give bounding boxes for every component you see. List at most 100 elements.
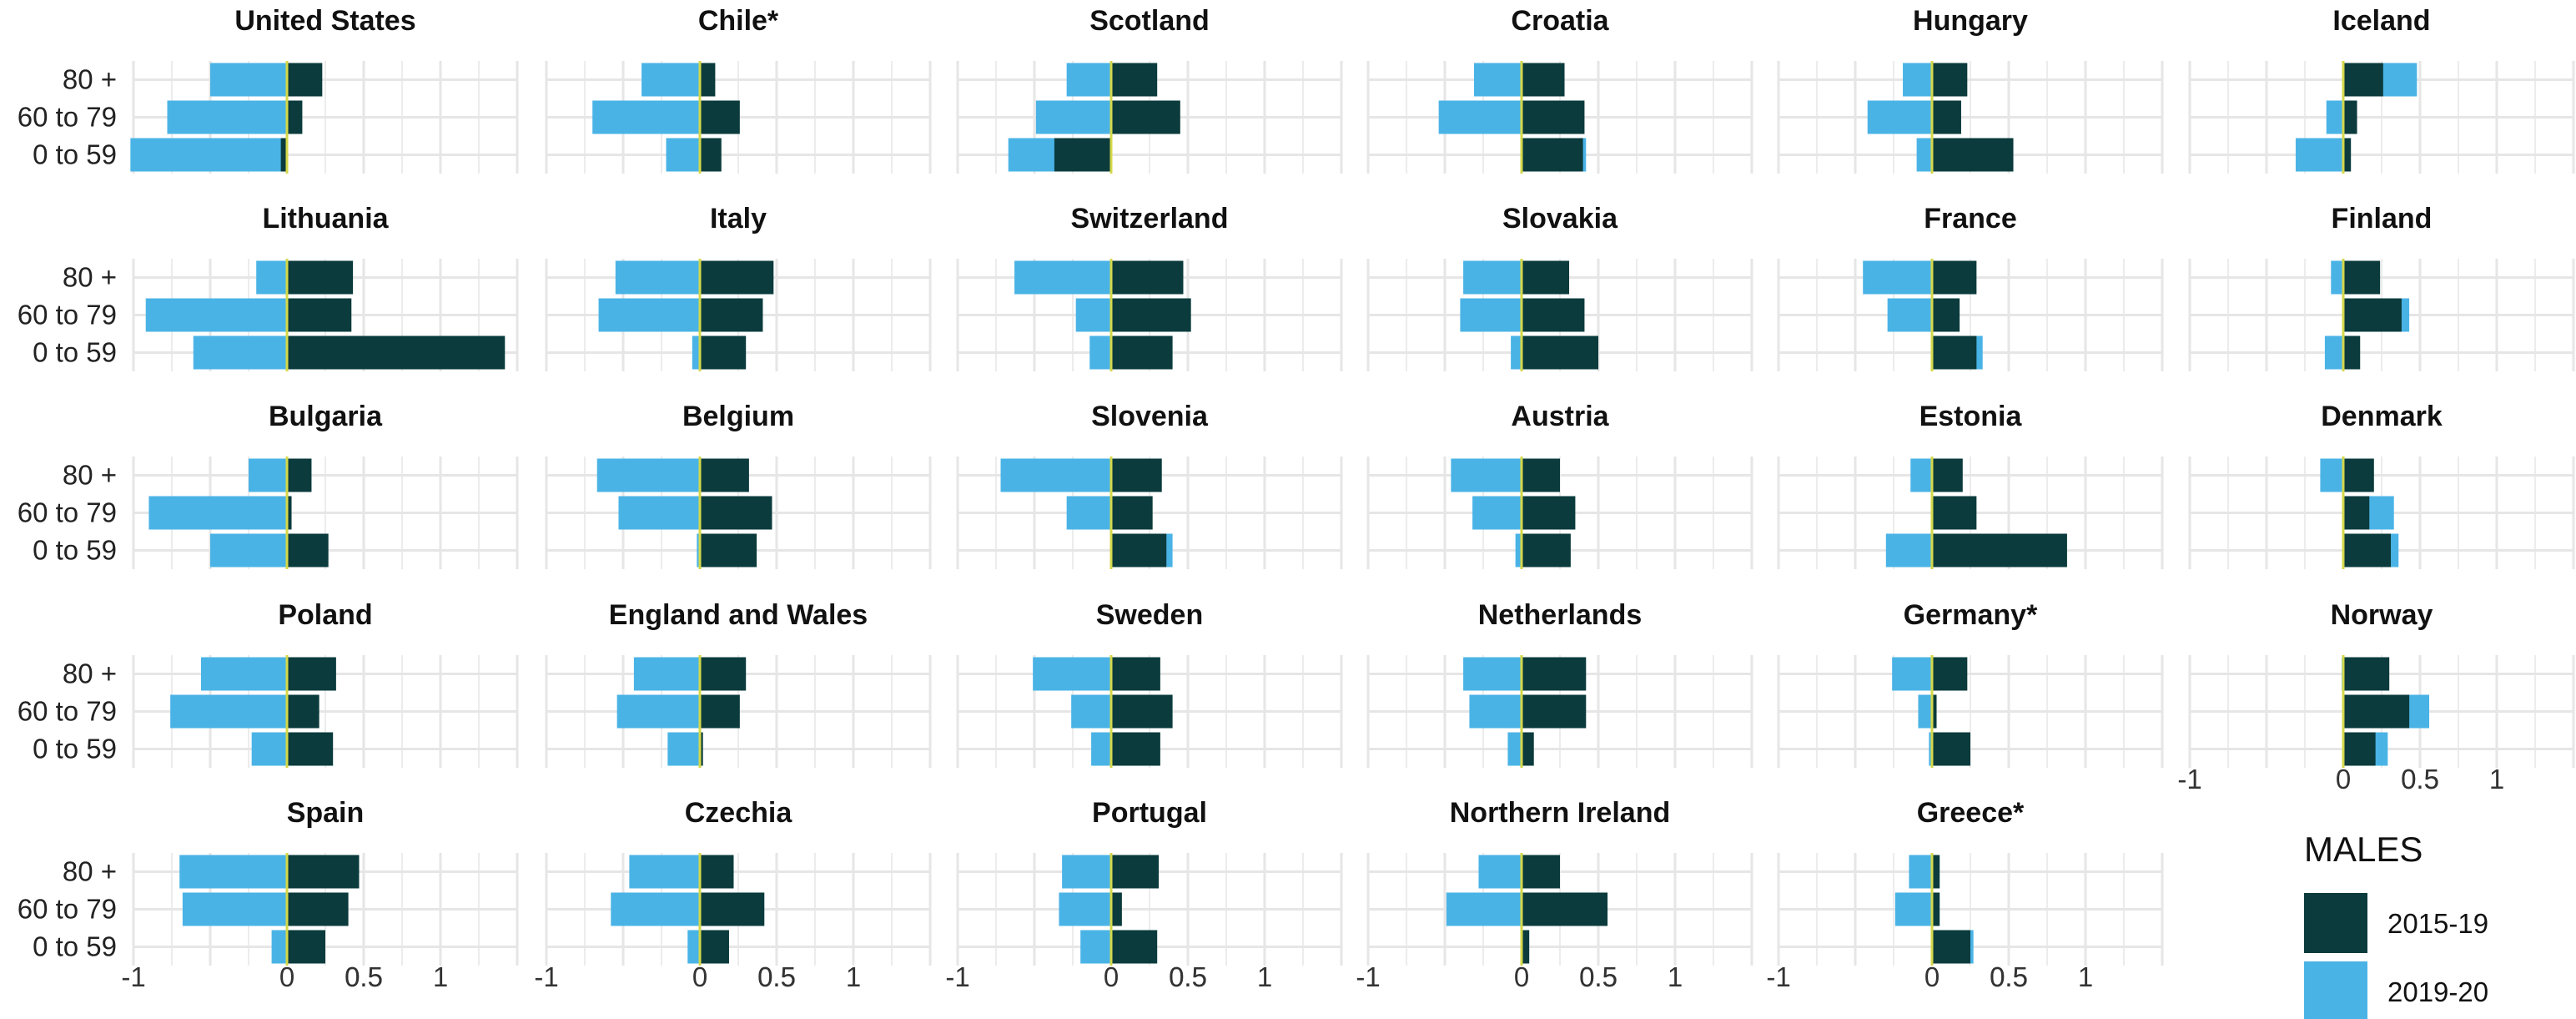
bar-2019-20 [1511, 335, 1522, 370]
bar-2015-19 [700, 458, 749, 492]
bar-2019-20 [1909, 855, 1932, 889]
bar-2015-19 [1932, 496, 1977, 530]
x-tick-label: 1 [1668, 961, 1683, 992]
y-tick-label: 60 to 79 [18, 300, 117, 330]
bar-2015-19 [1932, 855, 1940, 889]
bar-2015-19 [2343, 63, 2383, 97]
y-tick-label: 80 + [63, 262, 117, 293]
bar-2015-19 [2343, 458, 2374, 492]
panel-title: Hungary [1913, 5, 2028, 37]
bar-2015-19 [1932, 335, 1977, 370]
bar-2019-20 [1066, 63, 1111, 97]
bar-2019-20 [1075, 298, 1111, 332]
bar-2015-19 [287, 694, 319, 729]
bar-2019-20 [1033, 657, 1111, 691]
bar-2019-20 [1478, 855, 1522, 889]
panel-title: United States [234, 5, 415, 37]
bar-2019-20 [2324, 335, 2343, 370]
y-tick-label: 80 + [63, 658, 117, 689]
bar-2015-19 [700, 63, 716, 97]
bar-2015-19 [1932, 260, 1977, 295]
bar-2019-20 [1446, 892, 1522, 926]
bar-2015-19 [2343, 657, 2390, 691]
panel-finland: Finland [2188, 203, 2575, 371]
y-tick-label: 60 to 79 [18, 894, 117, 925]
bar-2019-20 [167, 100, 287, 134]
bar-2015-19 [700, 138, 722, 172]
panel-northern-ireland: Northern Ireland-1 0.50 0.5 1 [1356, 797, 1753, 992]
x-tick-label: 0 [692, 961, 707, 992]
bar-2015-19 [1522, 63, 1565, 97]
bar-2015-19 [700, 335, 747, 370]
bar-2019-20 [210, 533, 287, 568]
panel-title: Austria [1511, 401, 1609, 432]
bar-2015-19 [700, 892, 765, 926]
bar-2019-20 [1014, 260, 1111, 295]
x-tick-label: 0.5 [345, 961, 383, 992]
y-tick-label: 0 to 59 [33, 931, 117, 962]
bar-2015-19 [1522, 694, 1587, 729]
bar-2015-19 [1054, 138, 1111, 172]
panel-title: Czechia [685, 797, 793, 829]
bar-2019-20 [629, 855, 700, 889]
panel-germany: Germany* [1777, 599, 2164, 768]
bar-2015-19 [2343, 100, 2357, 134]
bar-2019-20 [1918, 694, 1932, 729]
bar-2015-19 [1111, 930, 1158, 964]
panel-netherlands: Netherlands [1366, 599, 1753, 768]
bar-2015-19 [700, 298, 763, 332]
x-tick-label: -1 [121, 961, 145, 992]
bar-2015-19 [2343, 298, 2402, 332]
bar-2019-20 [1451, 458, 1522, 492]
x-tick-label: -1 [534, 961, 558, 992]
bar-2015-19 [287, 892, 349, 926]
x-tick-label: 1 [2489, 764, 2504, 795]
panel-switzerland: Switzerland [956, 203, 1343, 371]
bar-2019-20 [1059, 892, 1111, 926]
bar-2015-19 [287, 335, 506, 370]
panel-title: Bulgaria [269, 401, 383, 432]
bar-2015-19 [1522, 930, 1530, 964]
legend-swatch-2019-20 [2304, 961, 2367, 1019]
bar-2015-19 [1522, 335, 1598, 370]
bar-2015-19 [287, 930, 325, 964]
x-tick-label: 1 [1257, 961, 1272, 992]
panel-greece: Greece*-1 0.50 0.5 1 [1766, 797, 2164, 992]
bar-2019-20 [641, 63, 700, 97]
panel-iceland: Iceland [2188, 5, 2575, 174]
bar-2015-19 [1522, 855, 1560, 889]
x-tick-label: 0 [2336, 764, 2351, 795]
bar-2015-19 [1111, 63, 1158, 97]
bar-2015-19 [287, 63, 323, 97]
bar-2015-19 [2343, 533, 2392, 568]
bar-2019-20 [1892, 657, 1932, 691]
bar-2019-20 [1916, 138, 1932, 172]
bar-2019-20 [1460, 298, 1522, 332]
bar-2015-19 [280, 138, 287, 172]
bar-2015-19 [1932, 298, 1960, 332]
bar-2015-19 [1111, 260, 1184, 295]
panel-belgium: Belgium [545, 401, 932, 569]
bar-2015-19 [1522, 138, 1583, 172]
x-tick-label: 0 [1514, 961, 1529, 992]
bar-2019-20 [697, 533, 700, 568]
bar-2015-19 [700, 732, 703, 766]
bar-2019-20 [2326, 100, 2343, 134]
bar-2015-19 [1932, 533, 2067, 568]
y-tick-label: 60 to 79 [18, 497, 117, 528]
bar-2019-20 [1463, 657, 1522, 691]
bar-2019-20 [687, 930, 700, 964]
bar-2015-19 [2343, 496, 2370, 530]
panel-lithuania: Lithuania 80 + 60 to 79 0 to 59 [18, 203, 519, 371]
bar-2015-19 [2343, 138, 2352, 172]
bar-2019-20 [170, 694, 287, 729]
bar-2019-20 [1885, 533, 1932, 568]
bar-2019-20 [667, 732, 700, 766]
bar-2019-20 [1469, 694, 1522, 729]
bar-2015-19 [1522, 732, 1534, 766]
bar-2015-19 [287, 260, 354, 295]
bar-2019-20 [179, 855, 287, 889]
bar-2015-19 [1111, 732, 1160, 766]
bar-2019-20 [1507, 732, 1522, 766]
